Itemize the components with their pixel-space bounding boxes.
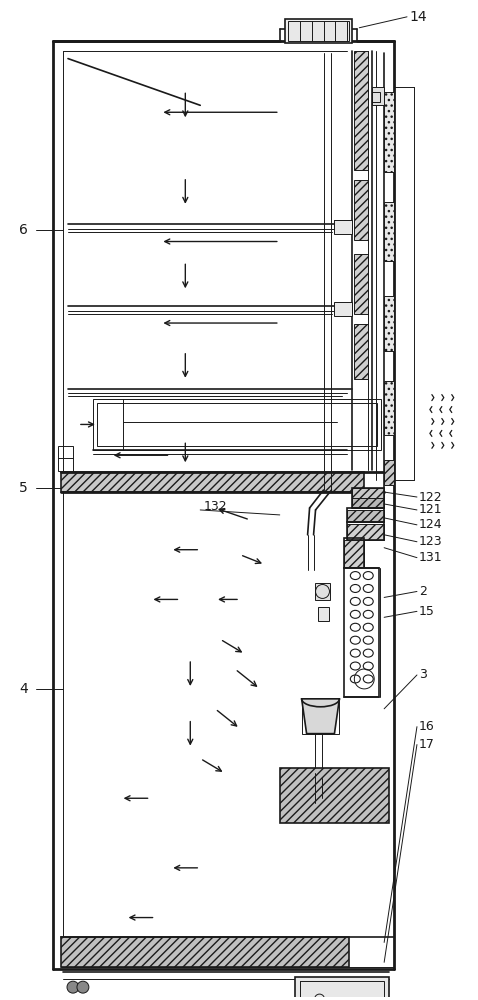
Text: 16: 16 <box>419 720 435 733</box>
Text: 3: 3 <box>419 668 427 681</box>
Bar <box>61 472 364 492</box>
Text: 17: 17 <box>419 738 435 751</box>
Bar <box>344 538 364 568</box>
Bar <box>344 540 364 568</box>
Bar <box>354 51 368 170</box>
Bar <box>372 87 384 105</box>
Bar <box>372 92 380 102</box>
Circle shape <box>67 981 79 993</box>
Bar <box>93 399 381 450</box>
Text: 121: 121 <box>419 503 443 516</box>
Bar <box>352 498 384 508</box>
Bar <box>348 524 384 540</box>
Bar <box>344 568 379 697</box>
Text: 122: 122 <box>419 491 443 504</box>
Text: 124: 124 <box>419 518 443 531</box>
Bar <box>302 699 339 734</box>
Bar <box>384 92 394 172</box>
Text: 4: 4 <box>19 682 28 696</box>
Bar <box>315 583 330 600</box>
Bar <box>384 460 394 485</box>
Text: 123: 123 <box>419 535 443 548</box>
Text: 15: 15 <box>419 605 435 618</box>
Bar <box>348 508 384 522</box>
Bar <box>384 296 394 351</box>
Bar <box>294 977 389 1000</box>
Bar <box>348 510 384 522</box>
Bar <box>348 522 384 540</box>
Bar <box>317 607 329 621</box>
Text: 132: 132 <box>203 500 227 513</box>
Bar <box>97 403 377 446</box>
Text: 14: 14 <box>409 10 427 24</box>
Bar <box>335 220 352 234</box>
Bar <box>354 324 368 379</box>
Polygon shape <box>302 699 339 734</box>
Bar <box>354 254 368 314</box>
Circle shape <box>77 981 89 993</box>
Bar <box>352 488 384 508</box>
Text: 2: 2 <box>419 585 427 598</box>
Bar <box>384 202 394 261</box>
Bar <box>285 19 352 43</box>
Text: 131: 131 <box>419 551 443 564</box>
Bar <box>300 981 384 1000</box>
Bar <box>354 180 368 240</box>
Bar <box>280 768 389 823</box>
Bar <box>58 446 73 471</box>
Text: 5: 5 <box>19 481 28 495</box>
Bar <box>288 21 349 41</box>
Bar <box>61 937 349 967</box>
Bar <box>335 302 352 316</box>
Bar <box>352 488 384 498</box>
Bar <box>384 381 394 435</box>
Text: 6: 6 <box>19 223 28 237</box>
